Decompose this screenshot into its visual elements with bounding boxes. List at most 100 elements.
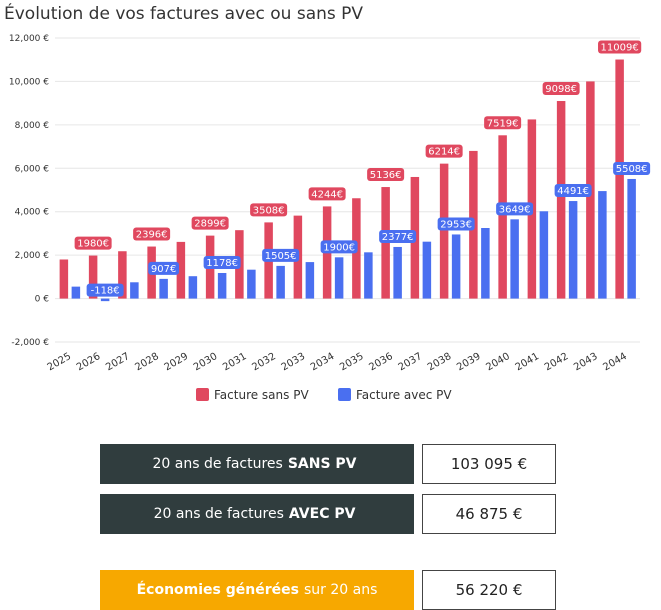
legend-label: Facture avec PV [356, 388, 452, 402]
data-label-bg [86, 283, 124, 297]
data-label: 1980€ [77, 239, 109, 250]
bar-avec-pv [393, 246, 402, 299]
sans-pv-bold: SANS PV [287, 456, 357, 472]
data-label-bg [262, 248, 300, 262]
y-tick-label: 0 € [35, 295, 50, 305]
x-tick-label: 2042 [543, 351, 571, 373]
data-label-bg [74, 236, 112, 250]
data-label: 3649€ [499, 204, 531, 215]
data-label: 907€ [151, 264, 176, 275]
x-tick-label: 2031 [221, 351, 249, 373]
x-tick-label: 2039 [455, 351, 483, 373]
data-label: 5508€ [616, 164, 648, 175]
bar-sans-pv [59, 259, 69, 299]
bar-sans-pv [118, 251, 127, 299]
y-tick-label: 12,000 € [9, 34, 49, 44]
data-label: 2953€ [440, 219, 472, 230]
x-tick-label: 2026 [75, 351, 103, 373]
avec-pv-value: 46 875 € [422, 494, 556, 534]
bar-avec-pv [334, 257, 344, 299]
data-label: 1505€ [265, 251, 297, 262]
economies-bold: Économies générées [136, 582, 299, 598]
y-tick-label: 10,000 € [9, 77, 49, 87]
economies-label: Économies générées sur 20 ans [100, 570, 414, 610]
bar-avec-pv [159, 278, 168, 299]
data-label: -118€ [91, 286, 120, 297]
data-label-bg [320, 240, 358, 254]
data-label: 3508€ [253, 205, 285, 216]
bar-avec-pv [247, 269, 256, 299]
bar-sans-pv [556, 101, 566, 299]
bar-avec-pv [71, 286, 81, 299]
y-tick-label: 2,000 € [15, 251, 50, 261]
data-label-bg [250, 203, 288, 217]
sans-pv-label: 20 ans de factures SANS PV [100, 444, 414, 484]
sans-pv-value: 103 095 € [422, 444, 556, 484]
x-tick-label: 2025 [46, 351, 74, 373]
data-label: 2377€ [382, 232, 414, 243]
data-label-bg [308, 187, 346, 201]
bar-sans-pv [88, 255, 98, 299]
data-label-bg [437, 217, 475, 231]
bar-avec-pv [422, 241, 432, 299]
data-label-bg [203, 255, 241, 269]
avec-pv-prefix: 20 ans de factures [153, 506, 284, 522]
bar-avec-pv [568, 201, 578, 299]
data-label-bg [133, 227, 171, 241]
x-tick-label: 2037 [397, 351, 425, 373]
x-tick-label: 2034 [309, 351, 337, 373]
data-label: 1178€ [206, 258, 238, 269]
x-tick-label: 2041 [514, 351, 542, 373]
legend-label: Facture sans PV [214, 388, 309, 402]
x-tick-label: 2035 [338, 351, 366, 373]
data-label-bg [379, 229, 417, 243]
bar-chart: -2,000 € 0 € 2,000 € 4,000 € 6,000 € 8,000 € 1… [9, 34, 651, 402]
bar-avec-pv [364, 252, 373, 299]
x-tick-label: 2038 [426, 351, 454, 373]
data-label-bg [598, 40, 642, 54]
data-label: 7519€ [487, 118, 519, 129]
bar-avec-pv [627, 178, 636, 299]
x-tick-label: 2043 [572, 351, 600, 373]
data-label-bg [484, 116, 522, 130]
bar-avec-pv [539, 211, 549, 299]
data-label: 5136€ [370, 170, 402, 181]
chart-title: Évolution de vos factures avec ou sans P… [4, 4, 364, 24]
data-label-bg [554, 184, 592, 198]
data-label: 4491€ [557, 186, 589, 197]
data-label-bg [425, 144, 463, 158]
bar-avec-pv [510, 219, 519, 299]
data-label-bg [496, 202, 534, 216]
x-tick-label: 2040 [484, 351, 512, 373]
x-tick-label: 2044 [601, 351, 629, 373]
data-label-bg [148, 261, 180, 275]
bar-avec-pv [481, 228, 490, 299]
economies-suffix: sur 20 ans [303, 582, 378, 598]
bar-sans-pv [498, 135, 507, 299]
x-tick-label: 2029 [163, 351, 191, 373]
bar-avec-pv [451, 234, 461, 299]
x-tick-label: 2027 [104, 351, 132, 373]
x-tick-label: 2028 [133, 351, 161, 373]
data-label: 6214€ [428, 147, 460, 158]
sans-pv-prefix: 20 ans de factures [152, 456, 283, 472]
bar-avec-pv [217, 272, 227, 299]
y-tick-label: 8,000 € [15, 121, 50, 131]
bar-sans-pv [439, 163, 449, 299]
data-label-bg [367, 168, 405, 182]
y-tick-label: 4,000 € [15, 208, 50, 218]
legend-swatch [196, 388, 209, 401]
x-tick-label: 2032 [250, 351, 278, 373]
y-tick-label: -2,000 € [11, 338, 49, 348]
y-tick-label: 6,000 € [15, 164, 50, 174]
bar-sans-pv [615, 59, 624, 299]
data-label: 1900€ [323, 242, 355, 253]
data-label: 2899€ [194, 219, 226, 230]
bar-avec-pv [276, 265, 285, 299]
bar-avec-pv [100, 298, 110, 302]
economies-value: 56 220 € [422, 570, 556, 610]
data-label: 2396€ [136, 230, 168, 241]
bar-avec-pv [598, 191, 607, 299]
x-tick-label: 2036 [367, 351, 395, 373]
bar-avec-pv [188, 276, 198, 299]
